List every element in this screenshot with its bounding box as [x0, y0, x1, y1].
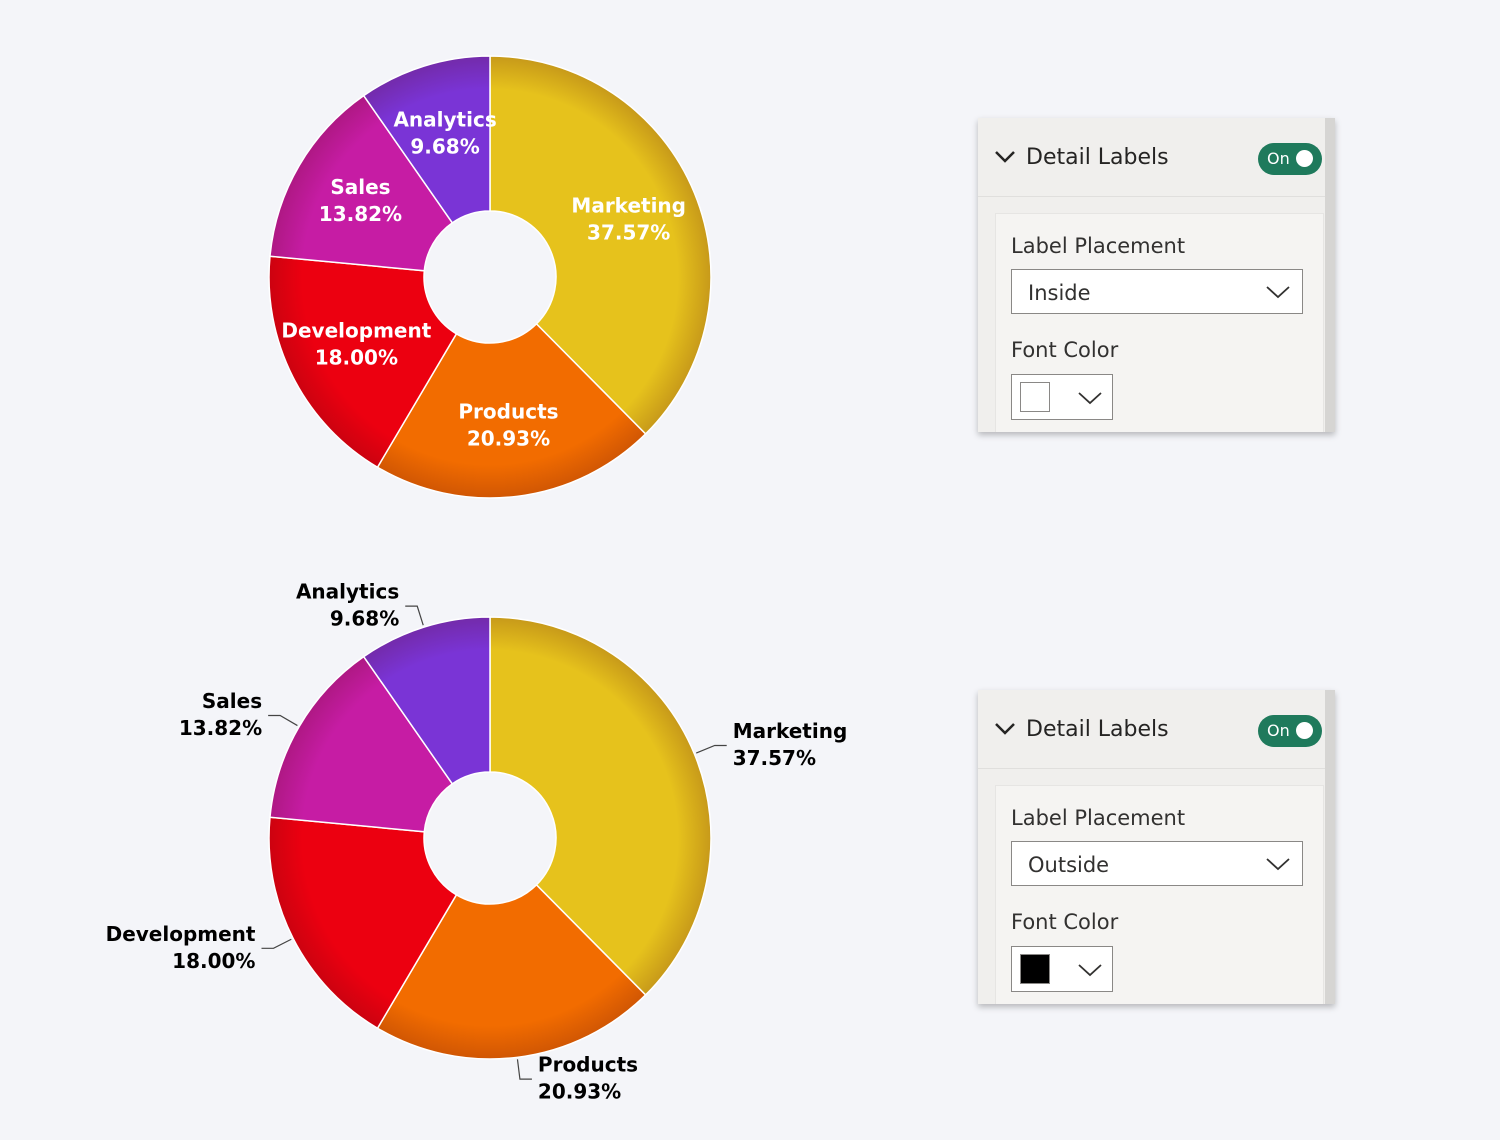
donut-slice	[269, 655, 454, 833]
slice-label: Development	[106, 922, 256, 946]
leader-line	[268, 714, 298, 727]
panel-title: Detail Labels	[1026, 145, 1169, 170]
field-label: Font Color	[1011, 910, 1119, 934]
chevron	[1266, 286, 1290, 299]
slice-value-label: 20.93%	[538, 1080, 621, 1104]
chevron	[995, 151, 1015, 163]
donut-slice	[362, 616, 491, 785]
donut-slice	[376, 883, 647, 1060]
donut-slice	[376, 322, 647, 499]
settings-panel: Detail Labels On Label Placement Outside…	[978, 690, 1335, 1004]
slice-label: Sales	[330, 175, 390, 199]
settings-panel: Detail Labels On Label Placement Inside …	[978, 118, 1335, 432]
color-swatch	[1020, 382, 1050, 412]
slice-value-label: 9.68%	[330, 607, 399, 631]
chevron	[1078, 392, 1102, 405]
chevron	[995, 723, 1015, 735]
dropdown[interactable]: Outside	[1011, 841, 1303, 886]
panel-header[interactable]: Detail Labels On	[978, 118, 1325, 197]
leader-line	[261, 938, 292, 949]
slice-value-label: 18.00%	[315, 346, 398, 370]
dropdown[interactable]: Inside	[1011, 269, 1303, 314]
scrollbar[interactable]	[1325, 118, 1335, 432]
donut-slice	[489, 616, 712, 997]
toggle[interactable]: On	[1258, 715, 1322, 747]
chevron	[1266, 858, 1290, 871]
field-label: Font Color	[1011, 338, 1119, 362]
slice-value-label: 9.68%	[410, 134, 479, 158]
toggle-knob	[1296, 150, 1313, 167]
slice-label: Development	[281, 319, 431, 343]
dropdown-value: Outside	[1028, 853, 1110, 877]
slice-label: Analytics	[393, 107, 496, 131]
toggle-text: On	[1267, 721, 1290, 740]
donut-slice	[268, 816, 458, 1030]
slice-value-label: 13.82%	[319, 202, 402, 226]
slice-label: Marketing	[733, 719, 848, 743]
chevron	[1078, 964, 1102, 977]
donut-slice	[269, 94, 454, 272]
panel-header[interactable]: Detail Labels On	[978, 690, 1325, 769]
toggle-knob	[1296, 722, 1313, 739]
slice-value-label: 18.00%	[172, 949, 255, 973]
leader-line	[695, 744, 727, 754]
scrollbar[interactable]	[1325, 690, 1335, 1004]
slice-value-label: 37.57%	[587, 220, 670, 244]
slice-value-label: 37.57%	[733, 746, 816, 770]
donut-slice	[268, 255, 458, 469]
donut-slice	[362, 55, 491, 224]
color-swatch	[1020, 954, 1050, 984]
leader-line	[516, 1059, 532, 1080]
slice-label: Marketing	[571, 193, 686, 217]
slice-value-label: 20.93%	[467, 426, 550, 450]
color-picker[interactable]	[1011, 374, 1113, 420]
panel-title: Detail Labels	[1026, 717, 1169, 742]
panel-card: Label Placement Outside Font Color	[995, 785, 1324, 1004]
slice-label: Analytics	[296, 580, 399, 604]
slice-label: Products	[538, 1053, 638, 1077]
toggle-text: On	[1267, 149, 1290, 168]
donut-slice	[489, 55, 712, 436]
slice-value-label: 13.82%	[179, 716, 262, 740]
field-label: Label Placement	[1011, 806, 1186, 830]
field-label: Label Placement	[1011, 234, 1186, 258]
toggle[interactable]: On	[1258, 143, 1322, 175]
leader-line	[405, 605, 424, 626]
color-picker[interactable]	[1011, 946, 1113, 992]
panel-card: Label Placement Inside Font Color	[995, 213, 1324, 432]
dropdown-value: Inside	[1028, 281, 1091, 305]
slice-label: Sales	[202, 689, 262, 713]
slice-label: Products	[458, 399, 558, 423]
